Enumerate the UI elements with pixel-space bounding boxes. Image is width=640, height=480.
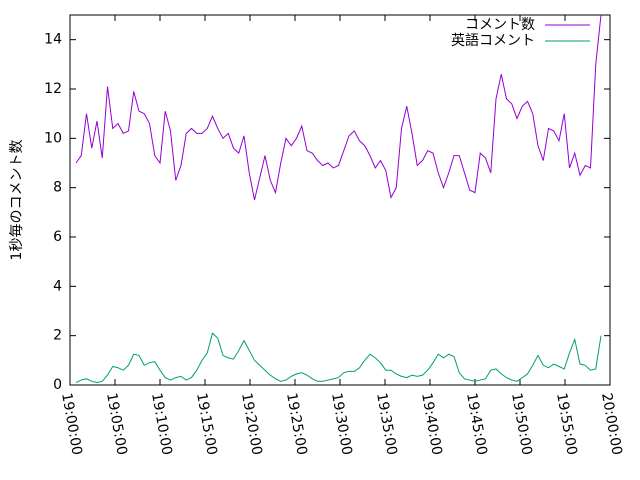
y-tick-label: 12 (44, 81, 62, 97)
series-line (75, 15, 602, 201)
x-tick-label: 19:40:00 (418, 392, 445, 457)
x-tick-label: 19:20:00 (238, 392, 265, 457)
legend-label: 英語コメント (451, 32, 535, 49)
x-tick-label: 19:25:00 (283, 392, 310, 457)
x-tick-label: 19:45:00 (463, 392, 490, 457)
x-tick-label: 19:00:00 (58, 392, 85, 457)
x-tick-label: 19:35:00 (373, 392, 400, 457)
x-tick-label: 19:10:00 (148, 392, 175, 457)
x-tick-label: 19:05:00 (103, 392, 130, 457)
x-tick-label: 20:00:00 (598, 392, 625, 457)
x-tick-label: 19:50:00 (508, 392, 535, 457)
y-tick-label: 10 (44, 130, 62, 146)
y-tick-label: 0 (53, 377, 62, 393)
x-tick-label: 19:15:00 (193, 392, 220, 457)
x-tick-label: 19:55:00 (553, 392, 580, 457)
plot-frame (69, 14, 611, 386)
y-axis-label: 1秒毎のコメント数 (9, 140, 25, 261)
series-line (75, 332, 602, 384)
x-tick-label: 19:30:00 (328, 392, 355, 457)
legend-label: コメント数 (465, 17, 535, 33)
y-tick-label: 6 (53, 229, 62, 245)
y-tick-label: 8 (53, 180, 62, 196)
plot-lines (75, 15, 602, 384)
y-tick-label: 4 (53, 278, 62, 294)
y-tick-label: 14 (44, 32, 62, 48)
y-tick-label: 2 (53, 328, 62, 344)
